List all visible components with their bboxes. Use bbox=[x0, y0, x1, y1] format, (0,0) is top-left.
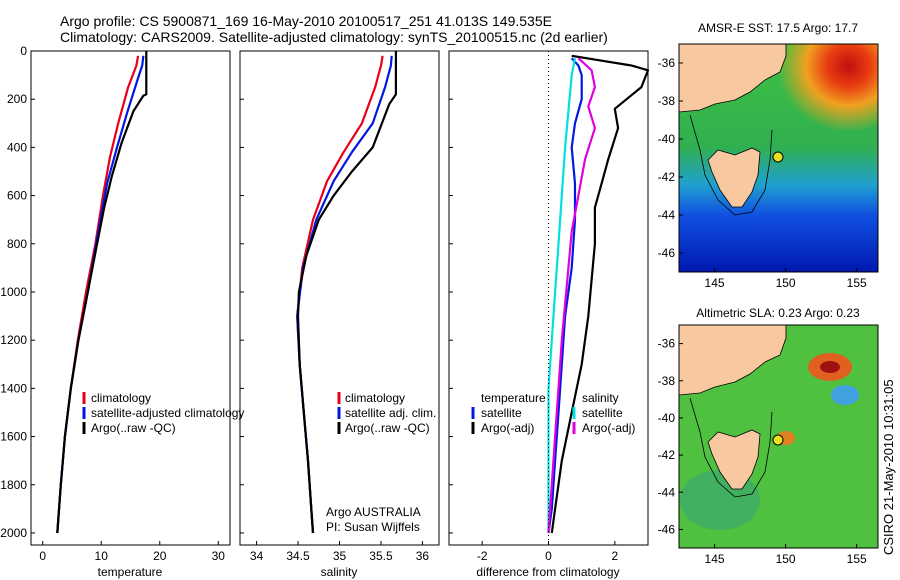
profile-location-marker bbox=[772, 151, 784, 163]
red-profile-line bbox=[56, 55, 140, 534]
profile-lines bbox=[56, 51, 650, 534]
sla-map bbox=[679, 325, 878, 548]
y-tick-label: 2000 bbox=[0, 526, 27, 540]
y-tick-label: 0 bbox=[20, 44, 27, 58]
header-line-2: Climatology: CARS2009. Satellite-adjuste… bbox=[60, 29, 608, 45]
salinity-panel-frame bbox=[239, 50, 440, 546]
map-x-tick-label: 145 bbox=[705, 276, 725, 290]
tasmania-shape bbox=[707, 429, 761, 490]
credit-line-2: PI: Susan Wijffels bbox=[326, 520, 420, 534]
magenta-profile-line bbox=[547, 57, 596, 534]
map-y-tick-label: -46 bbox=[658, 246, 676, 260]
map-y-tick-label: -40 bbox=[658, 411, 676, 425]
map-x-tick-label: 150 bbox=[776, 276, 796, 290]
map-x-tick-label: 155 bbox=[847, 276, 867, 290]
legend-satellite-adjusted: satellite-adjusted climatology bbox=[91, 406, 244, 420]
legend-temperature-title: temperature bbox=[481, 391, 546, 405]
sst-map-frame bbox=[678, 43, 879, 273]
sst-map-title: AMSR-E SST: 17.5 Argo: 17.7 bbox=[698, 21, 858, 35]
y-tick-label: 1200 bbox=[0, 333, 27, 347]
credit-line-1: Argo AUSTRALIA bbox=[326, 505, 421, 519]
x-tick-label: 0 bbox=[39, 549, 46, 563]
temperature-panel-frame bbox=[30, 50, 231, 546]
legend-argo: Argo(..raw -QC) bbox=[91, 421, 176, 435]
mainland-shape bbox=[679, 44, 787, 113]
legend-salinity-argo: Argo(-adj) bbox=[582, 421, 635, 435]
y-tick-label: 400 bbox=[7, 140, 27, 154]
profile-axes: 0 10 20 30020040060080010001200140016001800… bbox=[0, 44, 618, 563]
salinity-legend: climatology satellite adj. clim. Argo(..… bbox=[337, 391, 436, 435]
black-profile-line bbox=[56, 51, 148, 534]
profile-location-marker bbox=[772, 434, 784, 446]
x-tick-label: 30 bbox=[212, 549, 226, 563]
isobath-contour bbox=[689, 114, 773, 216]
temperature-xlabel: temperature bbox=[98, 565, 163, 579]
map-y-tick-label: -38 bbox=[658, 94, 676, 108]
y-tick-label: 200 bbox=[7, 92, 27, 106]
map-y-tick-label: -46 bbox=[658, 522, 676, 536]
black-profile-line bbox=[296, 51, 397, 534]
sla-map-axes: 145 150 155 -36 -38 -40 -42 -44 -46 bbox=[658, 337, 867, 566]
map-x-tick-label: 155 bbox=[847, 552, 867, 566]
mainland-shape bbox=[679, 325, 787, 396]
x-tick-label: 10 bbox=[95, 549, 109, 563]
map-y-tick-label: -36 bbox=[658, 337, 676, 351]
map-y-tick-label: -38 bbox=[658, 374, 676, 388]
sst-map bbox=[679, 44, 878, 272]
legend-salinity-title: salinity bbox=[582, 391, 619, 405]
legend-salinity-satellite: satellite bbox=[582, 406, 623, 420]
y-tick-label: 1800 bbox=[0, 478, 27, 492]
blue-profile-line bbox=[296, 55, 393, 534]
x-tick-label: 2 bbox=[611, 549, 618, 563]
map-y-tick-label: -42 bbox=[658, 448, 676, 462]
black-profile-line bbox=[550, 54, 650, 534]
x-tick-label: -2 bbox=[477, 549, 488, 563]
legend-temperature-argo: Argo(-adj) bbox=[481, 421, 534, 435]
x-tick-label: 34 bbox=[250, 549, 264, 563]
y-tick-label: 600 bbox=[7, 189, 27, 203]
x-tick-label: 20 bbox=[153, 549, 167, 563]
x-tick-label: 34.5 bbox=[286, 549, 310, 563]
legend-temperature-satellite: satellite bbox=[481, 406, 522, 420]
legend-climatology: climatology bbox=[91, 391, 151, 405]
x-tick-label: 35.5 bbox=[369, 549, 393, 563]
x-tick-label: 35 bbox=[333, 549, 347, 563]
y-tick-label: 800 bbox=[7, 237, 27, 251]
temperature-legend: climatology satellite-adjusted climatolo… bbox=[82, 391, 244, 435]
side-timestamp: CSIRO 21-May-2010 10:31:05 bbox=[881, 379, 896, 555]
map-x-tick-label: 150 bbox=[776, 552, 796, 566]
x-tick-label: 0 bbox=[545, 549, 552, 563]
sst-map-axes: 145 150 155 -36 -38 -40 -42 -44 -46 bbox=[658, 56, 867, 290]
x-tick-label: 36 bbox=[416, 549, 430, 563]
header-line-1: Argo profile: CS 5900871_169 16-May-2010… bbox=[60, 13, 552, 29]
legend-climatology: climatology bbox=[345, 391, 405, 405]
map-x-tick-label: 145 bbox=[705, 552, 725, 566]
map-y-tick-label: -36 bbox=[658, 56, 676, 70]
cyan-profile-line bbox=[547, 57, 577, 533]
sla-low-patch bbox=[831, 385, 859, 405]
isobath-contour bbox=[689, 397, 773, 498]
map-y-tick-label: -44 bbox=[658, 485, 676, 499]
difference-xlabel: difference from climatology bbox=[476, 565, 619, 579]
legend-satellite-adj: satellite adj. clim. bbox=[345, 406, 436, 420]
sla-high-core bbox=[820, 361, 840, 373]
map-y-tick-label: -44 bbox=[658, 208, 676, 222]
y-tick-label: 1600 bbox=[0, 430, 27, 444]
difference-legend: temperature satellite Argo(-adj) salinit… bbox=[471, 391, 635, 435]
sla-map-frame bbox=[678, 324, 879, 549]
map-y-tick-label: -42 bbox=[658, 170, 676, 184]
salinity-xlabel: salinity bbox=[321, 565, 358, 579]
map-y-tick-label: -40 bbox=[658, 132, 676, 146]
blue-profile-line bbox=[56, 55, 145, 534]
y-tick-label: 1400 bbox=[0, 381, 27, 395]
tasmania-shape bbox=[707, 147, 761, 208]
legend-argo: Argo(..raw -QC) bbox=[345, 421, 430, 435]
sla-map-title: Altimetric SLA: 0.23 Argo: 0.23 bbox=[696, 306, 860, 320]
y-tick-label: 1000 bbox=[0, 285, 27, 299]
